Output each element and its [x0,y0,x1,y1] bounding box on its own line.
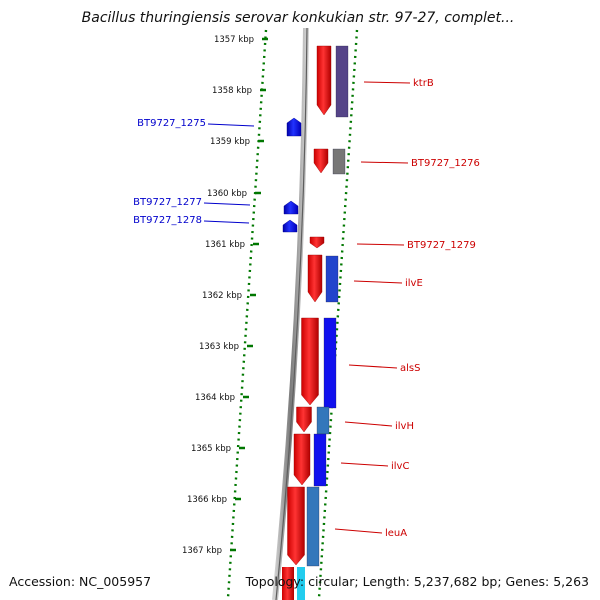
cog-band[interactable] [306,486,320,567]
label-leader-line [344,421,393,427]
label-leader-line [203,220,250,224]
ruler-tick-label: 1358 kbp [212,86,252,96]
ruler-tick-label: 1366 kbp [187,495,227,505]
ruler-tick-label: 1359 kbp [210,137,250,147]
label-leader-line [340,462,389,467]
label-leader-line [207,123,255,127]
gene-label-reverse[interactable]: alsS [400,363,420,374]
label-leader-line [363,81,411,84]
sequence-backbone [272,27,309,600]
map-title: Bacillus thuringiensis serovar konkukian… [82,10,515,26]
ruler-tick-label: 1364 kbp [195,393,235,403]
gene-label-reverse[interactable]: ilvE [405,278,423,289]
cog-band[interactable] [297,567,305,600]
ruler-tick-label: 1362 kbp [202,291,242,301]
accession-text: Accession: NC_005957 [9,574,151,589]
label-leader-line [360,161,409,164]
feature-arrow-reverse[interactable] [287,486,305,566]
gene-label-reverse[interactable]: ilvH [395,421,414,432]
feature-arrow-reverse[interactable] [301,317,319,406]
ruler: 1357 kbp 1358 kbp 1359 kbp 1360 kbp 1361 kbp… [182,35,268,556]
genome-summary-text: Topology: circular; Length: 5,237,682 bp… [245,574,589,589]
cog-band[interactable] [335,45,349,118]
cog-band[interactable] [323,317,337,409]
gene-label-forward[interactable]: BT9727_1275 [137,118,206,129]
feature-arrow-reverse[interactable] [313,148,329,174]
gene-label-reverse[interactable]: BT9727_1276 [411,158,480,169]
label-leader-line [348,364,398,369]
ruler-tick-label: 1363 kbp [199,342,239,352]
ruler-tick-label: 1365 kbp [191,444,231,454]
cog-band[interactable] [325,255,339,303]
feature-arrow-forward[interactable] [283,200,299,215]
cog-band[interactable] [332,148,346,175]
label-leader-line [356,243,405,246]
cog-band[interactable] [316,406,330,435]
label-leader-line [334,528,383,534]
gene-label-forward[interactable]: BT9727_1277 [133,197,202,208]
ruler-dotted-line [226,29,268,599]
gene-label-reverse[interactable]: BT9727_1279 [407,240,476,251]
feature-arrow-reverse[interactable] [307,254,323,303]
feature-arrow-forward[interactable] [286,117,302,137]
ruler-tick-label: 1360 kbp [207,189,247,199]
label-leader-line [353,280,403,284]
ruler-tick-label: 1361 kbp [205,240,245,250]
feature-arrow-reverse[interactable] [293,433,311,486]
feature-tracks [282,45,349,600]
label-leader-line [203,202,251,206]
ruler-tick-label: 1367 kbp [182,546,222,556]
gene-label-reverse[interactable]: leuA [385,528,407,539]
feature-arrow-reverse[interactable] [309,236,325,249]
feature-arrow-reverse[interactable] [282,567,294,600]
gene-label-reverse[interactable]: ktrB [413,78,434,89]
feature-arrow-forward[interactable] [282,219,298,233]
cog-band[interactable] [313,433,327,487]
sequence-backbone-highlight [275,27,308,600]
gene-label-forward[interactable]: BT9727_1278 [133,215,202,226]
gene-label-reverse[interactable]: ilvC [391,461,409,472]
gene-labels: BT9727_1275 BT9727_1277 BT9727_1278 ktrB BT9… [133,78,480,539]
feature-arrow-reverse[interactable] [316,45,332,116]
ruler-tick-label: 1357 kbp [214,35,254,45]
feature-arrow-reverse[interactable] [296,406,312,433]
